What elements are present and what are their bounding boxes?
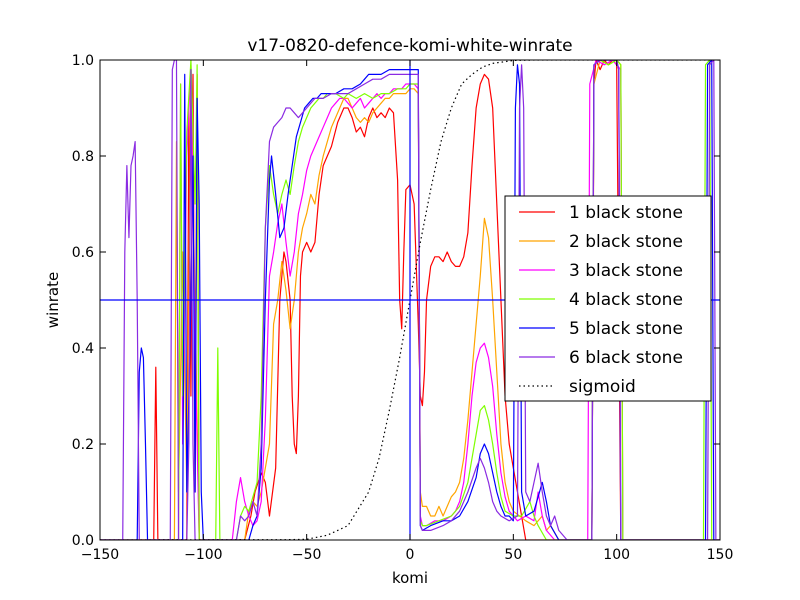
y-tick-label: 0.6: [72, 245, 94, 261]
legend: 1 black stone 2 black stone 3 black stone 4…: [504, 195, 712, 402]
y-tick-label: 0.4: [72, 341, 94, 357]
legend-entry-label: 2 black stone: [569, 232, 683, 252]
x-tick-label: 0: [406, 547, 415, 563]
legend-entry-label: 1 black stone: [569, 203, 683, 223]
series-line-7: [100, 60, 720, 540]
y-tick-label: 0.8: [72, 149, 94, 165]
x-tick-label: −50: [292, 547, 322, 563]
x-tick-label: 50: [504, 547, 522, 563]
x-axis-label: komi: [392, 569, 428, 587]
x-tick-label: −150: [81, 547, 119, 563]
legend-entry-label: 6 black stone: [569, 348, 683, 368]
y-tick-label: 0.0: [72, 533, 94, 549]
x-tick-label: −100: [184, 547, 222, 563]
axes: −150 −100 −50 0 50 100 150 0.0 0.2 0.4 0.6 0.8 1.0: [72, 53, 734, 563]
x-tick-label: 150: [707, 547, 734, 563]
y-tick-label: 1.0: [72, 53, 94, 69]
series-line-1: [100, 60, 720, 540]
series-line-2: [100, 60, 720, 540]
plot-area: [100, 60, 720, 540]
series-line-4: [100, 60, 720, 540]
x-tick-label: 100: [603, 547, 630, 563]
legend-entry-label: 3 black stone: [569, 261, 683, 281]
legend-entry-label: sigmoid: [569, 377, 636, 397]
chart-title: v17-0820-defence-komi-white-winrate: [247, 36, 572, 56]
series-line-5: [100, 60, 720, 540]
legend-entry-label: 4 black stone: [569, 290, 683, 310]
y-axis-label: winrate: [44, 272, 62, 328]
y-tick-label: 0.2: [72, 437, 94, 453]
legend-entry-label: 5 black stone: [569, 319, 683, 339]
series-line-6: [100, 60, 720, 540]
